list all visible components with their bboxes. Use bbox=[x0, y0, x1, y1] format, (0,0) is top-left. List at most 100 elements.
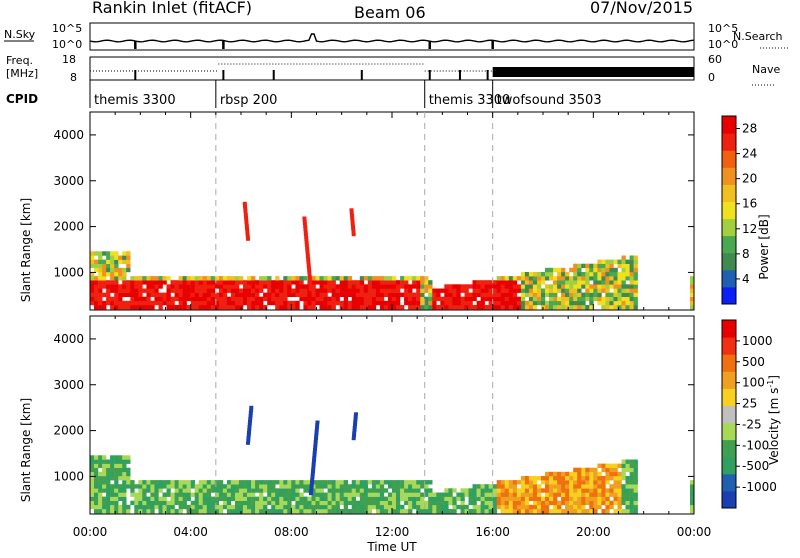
data-cell bbox=[537, 484, 542, 489]
data-cell bbox=[315, 480, 320, 485]
data-cell bbox=[512, 500, 518, 506]
data-cell bbox=[549, 296, 554, 302]
data-cell bbox=[122, 509, 127, 514]
data-cell bbox=[589, 471, 594, 477]
data-cell bbox=[597, 267, 602, 273]
data-cell bbox=[146, 484, 151, 489]
data-cell bbox=[170, 480, 175, 485]
data-cell bbox=[335, 480, 340, 485]
data-cell bbox=[379, 492, 385, 497]
data-cell bbox=[94, 292, 99, 297]
data-cell bbox=[464, 284, 469, 289]
data-cell bbox=[247, 488, 252, 493]
data-cell bbox=[436, 288, 441, 293]
data-cell bbox=[484, 504, 489, 510]
data-cell bbox=[306, 263, 311, 267]
data-cell bbox=[319, 492, 324, 497]
data-cell bbox=[98, 484, 103, 489]
data-cell bbox=[428, 288, 433, 293]
data-cell bbox=[259, 488, 264, 493]
data-cell bbox=[436, 504, 441, 510]
data-cell bbox=[206, 284, 212, 289]
data-cell bbox=[255, 288, 260, 293]
data-cell bbox=[110, 484, 115, 489]
data-cell bbox=[392, 484, 397, 489]
data-cell bbox=[512, 504, 518, 510]
data-cell bbox=[553, 488, 558, 493]
data-cell bbox=[267, 284, 272, 289]
data-cell bbox=[110, 288, 115, 293]
colorbar-tick-label: 1000 bbox=[742, 334, 773, 348]
data-cell bbox=[255, 488, 260, 493]
data-cell bbox=[248, 414, 253, 418]
data-cell bbox=[263, 484, 268, 489]
data-cell bbox=[585, 263, 590, 269]
data-cell bbox=[601, 492, 606, 497]
data-cell bbox=[214, 496, 220, 501]
data-cell bbox=[424, 509, 429, 514]
data-cell bbox=[452, 300, 457, 306]
data-cell bbox=[315, 276, 320, 281]
data-cell bbox=[94, 263, 99, 269]
data-cell bbox=[528, 484, 534, 489]
data-cell bbox=[98, 463, 103, 468]
data-cell bbox=[222, 288, 228, 293]
data-cell bbox=[424, 500, 429, 506]
data-cell bbox=[420, 300, 425, 306]
data-cell bbox=[247, 284, 252, 289]
data-cell bbox=[585, 488, 590, 493]
data-cell bbox=[412, 284, 417, 289]
data-cell bbox=[621, 476, 626, 481]
data-cell bbox=[408, 276, 413, 281]
data-cell bbox=[166, 500, 171, 506]
data-cell bbox=[524, 496, 530, 501]
data-cell bbox=[247, 427, 252, 431]
data-cell bbox=[303, 496, 308, 501]
data-cell bbox=[243, 210, 248, 214]
data-cell bbox=[512, 284, 518, 289]
data-cell bbox=[476, 504, 481, 510]
data-cell bbox=[98, 500, 103, 506]
data-cell bbox=[118, 267, 123, 273]
data-cell bbox=[251, 509, 256, 514]
data-cell bbox=[549, 272, 554, 277]
data-cell bbox=[130, 488, 135, 493]
data-cell bbox=[400, 484, 405, 489]
data-cell bbox=[222, 296, 228, 302]
data-cell bbox=[245, 229, 250, 233]
colorbar-tick-label: 20 bbox=[742, 172, 757, 186]
colorbar-swatch bbox=[722, 473, 736, 492]
data-cell bbox=[202, 504, 207, 510]
data-cell bbox=[178, 280, 183, 285]
data-cell bbox=[90, 272, 95, 277]
data-cell bbox=[424, 480, 429, 485]
colorbar-tick-label: 25 bbox=[742, 397, 757, 411]
data-cell bbox=[412, 492, 417, 497]
data-cell bbox=[114, 496, 119, 501]
data-cell bbox=[597, 292, 602, 297]
data-cell bbox=[420, 284, 425, 289]
data-cell bbox=[150, 496, 155, 501]
noise-trace bbox=[89, 33, 695, 49]
data-cell bbox=[222, 284, 228, 289]
data-cell bbox=[625, 267, 630, 273]
x-tick-label: 16:00 bbox=[475, 525, 510, 539]
data-cell bbox=[283, 504, 288, 510]
data-cell bbox=[251, 480, 256, 485]
data-cell bbox=[609, 500, 614, 506]
colorbar-swatch bbox=[722, 456, 736, 475]
data-cell bbox=[561, 292, 566, 297]
data-cell bbox=[158, 276, 163, 281]
data-cell bbox=[194, 280, 199, 285]
data-cell bbox=[244, 221, 249, 225]
data-cell bbox=[170, 288, 175, 293]
data-cell bbox=[416, 276, 421, 281]
data-cell bbox=[609, 305, 614, 310]
data-cell bbox=[545, 480, 550, 485]
data-cell bbox=[553, 492, 558, 497]
data-cell bbox=[331, 288, 336, 293]
data-cell bbox=[577, 305, 582, 310]
data-cell bbox=[520, 284, 526, 289]
data-cell bbox=[259, 305, 264, 310]
data-cell bbox=[307, 484, 312, 489]
